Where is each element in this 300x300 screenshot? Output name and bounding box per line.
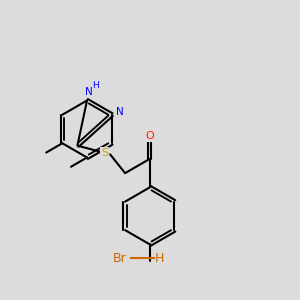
- Text: N: N: [85, 87, 92, 97]
- Text: N: N: [116, 107, 124, 117]
- Text: H: H: [154, 251, 164, 265]
- Text: O: O: [146, 131, 154, 141]
- Text: S: S: [101, 148, 109, 158]
- Text: Br: Br: [113, 251, 127, 265]
- Text: H: H: [93, 81, 99, 90]
